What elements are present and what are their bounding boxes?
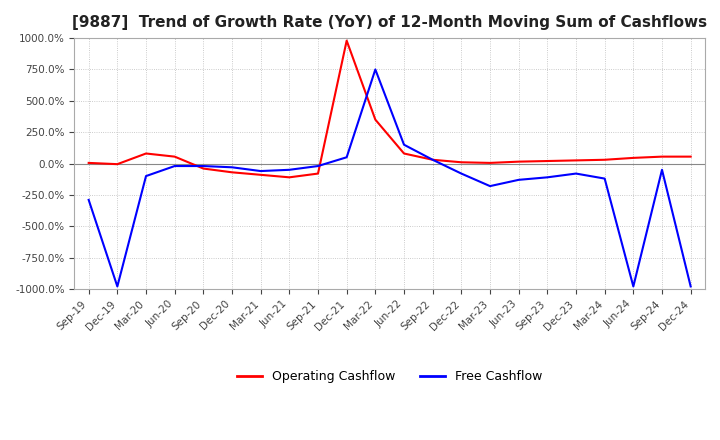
Legend: Operating Cashflow, Free Cashflow: Operating Cashflow, Free Cashflow [232, 365, 547, 388]
Title: [9887]  Trend of Growth Rate (YoY) of 12-Month Moving Sum of Cashflows: [9887] Trend of Growth Rate (YoY) of 12-… [72, 15, 707, 30]
